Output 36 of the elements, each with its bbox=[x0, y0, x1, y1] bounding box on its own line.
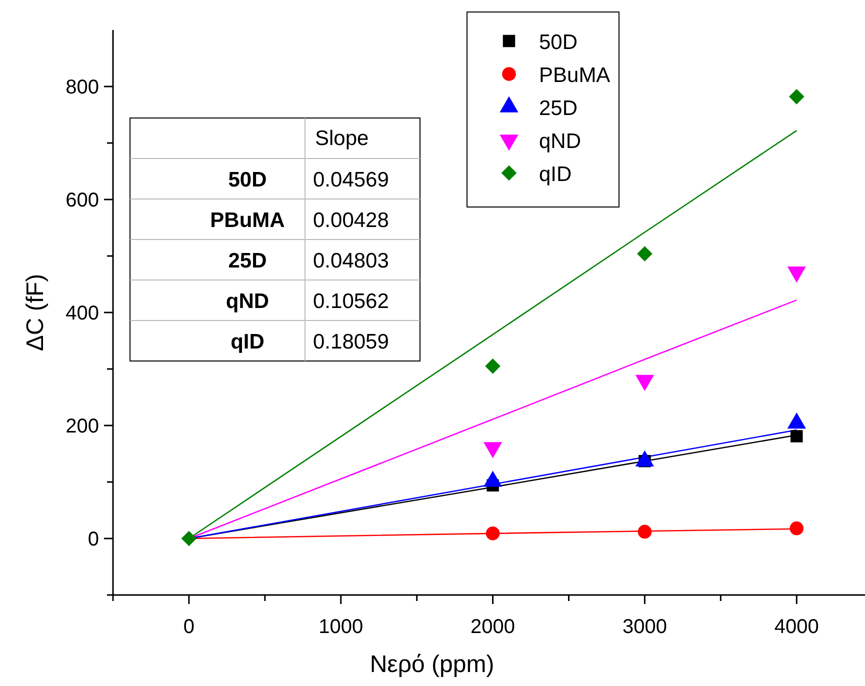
annotation: Slope bbox=[315, 127, 369, 150]
point bbox=[485, 358, 500, 374]
y-tick-label: 400 bbox=[66, 302, 99, 324]
annotation: qID bbox=[230, 330, 264, 354]
y-axis-title: ΔC (fF) bbox=[22, 274, 49, 352]
point bbox=[486, 526, 500, 540]
annotation: 0.18059 bbox=[313, 330, 389, 354]
annotation: 0.00428 bbox=[313, 209, 389, 232]
legend-label: 25D bbox=[539, 97, 578, 120]
point bbox=[790, 521, 804, 536]
x-tick-label: 3000 bbox=[622, 616, 667, 638]
point bbox=[638, 524, 652, 539]
y-tick-label: 600 bbox=[66, 190, 99, 212]
y-tick-label: 200 bbox=[66, 416, 99, 438]
legend-label: PBuMA bbox=[539, 64, 610, 87]
annotation: 0.04803 bbox=[313, 250, 389, 272]
legend-label: qND bbox=[539, 130, 582, 153]
x-tick-label: 0 bbox=[183, 616, 195, 638]
y-tick-label: 0 bbox=[88, 528, 99, 550]
x-tick-label: 4000 bbox=[774, 616, 819, 638]
annotation: 25D bbox=[228, 250, 267, 272]
annotation: qND bbox=[226, 290, 270, 313]
annotation: 0.10562 bbox=[313, 290, 389, 313]
point bbox=[181, 530, 197, 546]
annotation: 0.04569 bbox=[313, 168, 389, 192]
point bbox=[790, 430, 803, 442]
legend-label: qID bbox=[539, 163, 572, 186]
x-tick-label: 2000 bbox=[470, 616, 516, 638]
x-tick-label: 1000 bbox=[318, 616, 364, 638]
point bbox=[637, 246, 652, 262]
y-tick-label: 800 bbox=[66, 76, 99, 98]
x-axis-title: Νερό (ppm) bbox=[370, 651, 494, 678]
point bbox=[788, 89, 804, 104]
legend-label: 50D bbox=[539, 31, 578, 54]
annotation: PBuMA bbox=[210, 209, 285, 232]
annotation: 50D bbox=[228, 168, 267, 192]
